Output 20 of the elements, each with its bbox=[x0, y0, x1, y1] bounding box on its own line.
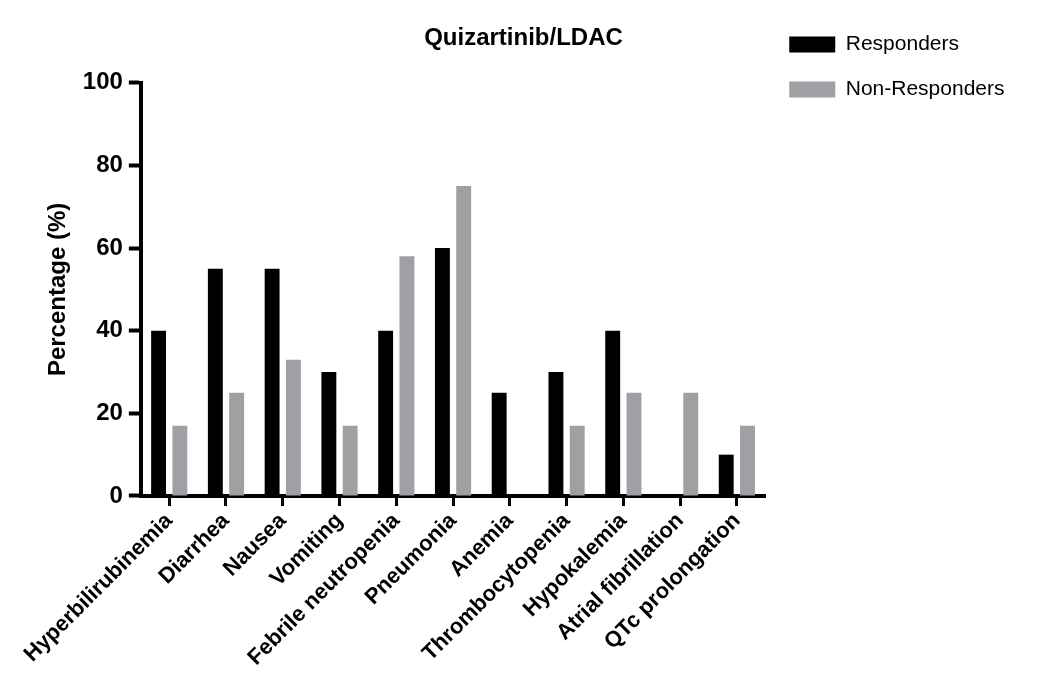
bar bbox=[569, 425, 585, 496]
bar bbox=[285, 359, 301, 496]
legend-label: Responders bbox=[845, 31, 959, 55]
y-tick-label: 100 bbox=[82, 67, 123, 95]
bar bbox=[456, 186, 472, 496]
y-tick-label: 20 bbox=[96, 397, 123, 425]
y-tick-label: 40 bbox=[96, 315, 123, 343]
bar bbox=[172, 425, 188, 496]
y-tick-label: 60 bbox=[96, 232, 123, 260]
bar bbox=[740, 425, 755, 496]
y-tick-label: 80 bbox=[96, 150, 123, 178]
bar bbox=[399, 256, 415, 496]
chart-title: Quizartinib/LDAC bbox=[424, 23, 623, 51]
legend-label: Non-Responders bbox=[845, 76, 1005, 100]
bar bbox=[342, 425, 358, 496]
bar bbox=[683, 392, 699, 496]
bar bbox=[626, 392, 642, 496]
bar bbox=[229, 392, 245, 496]
y-axis-title: Percentage (%) bbox=[43, 202, 71, 377]
y-tick-label: 0 bbox=[109, 480, 123, 508]
